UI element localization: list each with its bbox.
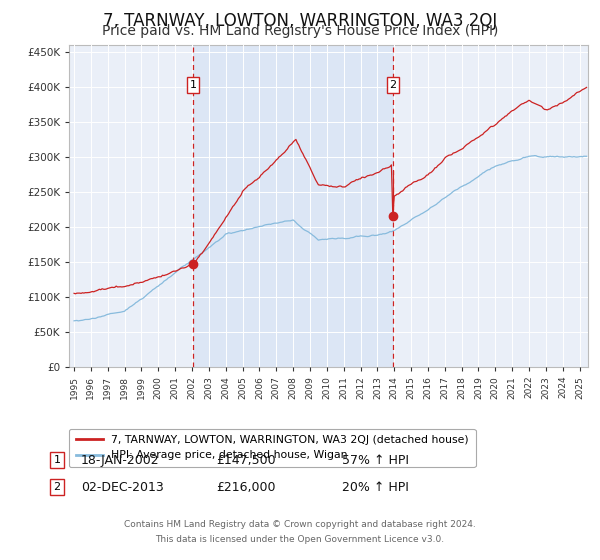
Bar [193, 45, 393, 367]
Text: 2: 2 [53, 482, 61, 492]
Text: 2: 2 [389, 80, 397, 90]
Text: 18-JAN-2002: 18-JAN-2002 [81, 454, 160, 467]
Legend: 7, TARNWAY, LOWTON, WARRINGTON, WA3 2QJ (detached house), HPI: Average price, de: 7, TARNWAY, LOWTON, WARRINGTON, WA3 2QJ … [69, 428, 476, 467]
Text: 1: 1 [190, 80, 196, 90]
Text: 1: 1 [53, 455, 61, 465]
Text: Price paid vs. HM Land Registry's House Price Index (HPI): Price paid vs. HM Land Registry's House … [102, 24, 498, 38]
Text: £216,000: £216,000 [216, 480, 275, 494]
Text: 57% ↑ HPI: 57% ↑ HPI [342, 454, 409, 467]
Text: £147,500: £147,500 [216, 454, 275, 467]
Text: 02-DEC-2013: 02-DEC-2013 [81, 480, 164, 494]
Text: Contains HM Land Registry data © Crown copyright and database right 2024.: Contains HM Land Registry data © Crown c… [124, 520, 476, 529]
Text: This data is licensed under the Open Government Licence v3.0.: This data is licensed under the Open Gov… [155, 535, 445, 544]
Text: 7, TARNWAY, LOWTON, WARRINGTON, WA3 2QJ: 7, TARNWAY, LOWTON, WARRINGTON, WA3 2QJ [103, 12, 497, 30]
Text: 20% ↑ HPI: 20% ↑ HPI [342, 480, 409, 494]
